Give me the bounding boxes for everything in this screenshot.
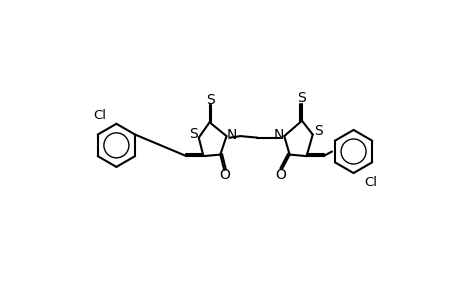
- Text: S: S: [189, 127, 197, 141]
- Text: N: N: [226, 128, 236, 142]
- Text: O: O: [218, 168, 229, 182]
- Text: S: S: [296, 92, 305, 105]
- Text: Cl: Cl: [93, 109, 106, 122]
- Text: S: S: [313, 124, 322, 138]
- Text: Cl: Cl: [363, 176, 376, 189]
- Text: O: O: [275, 168, 286, 182]
- Text: S: S: [206, 93, 214, 107]
- Text: N: N: [273, 128, 284, 142]
